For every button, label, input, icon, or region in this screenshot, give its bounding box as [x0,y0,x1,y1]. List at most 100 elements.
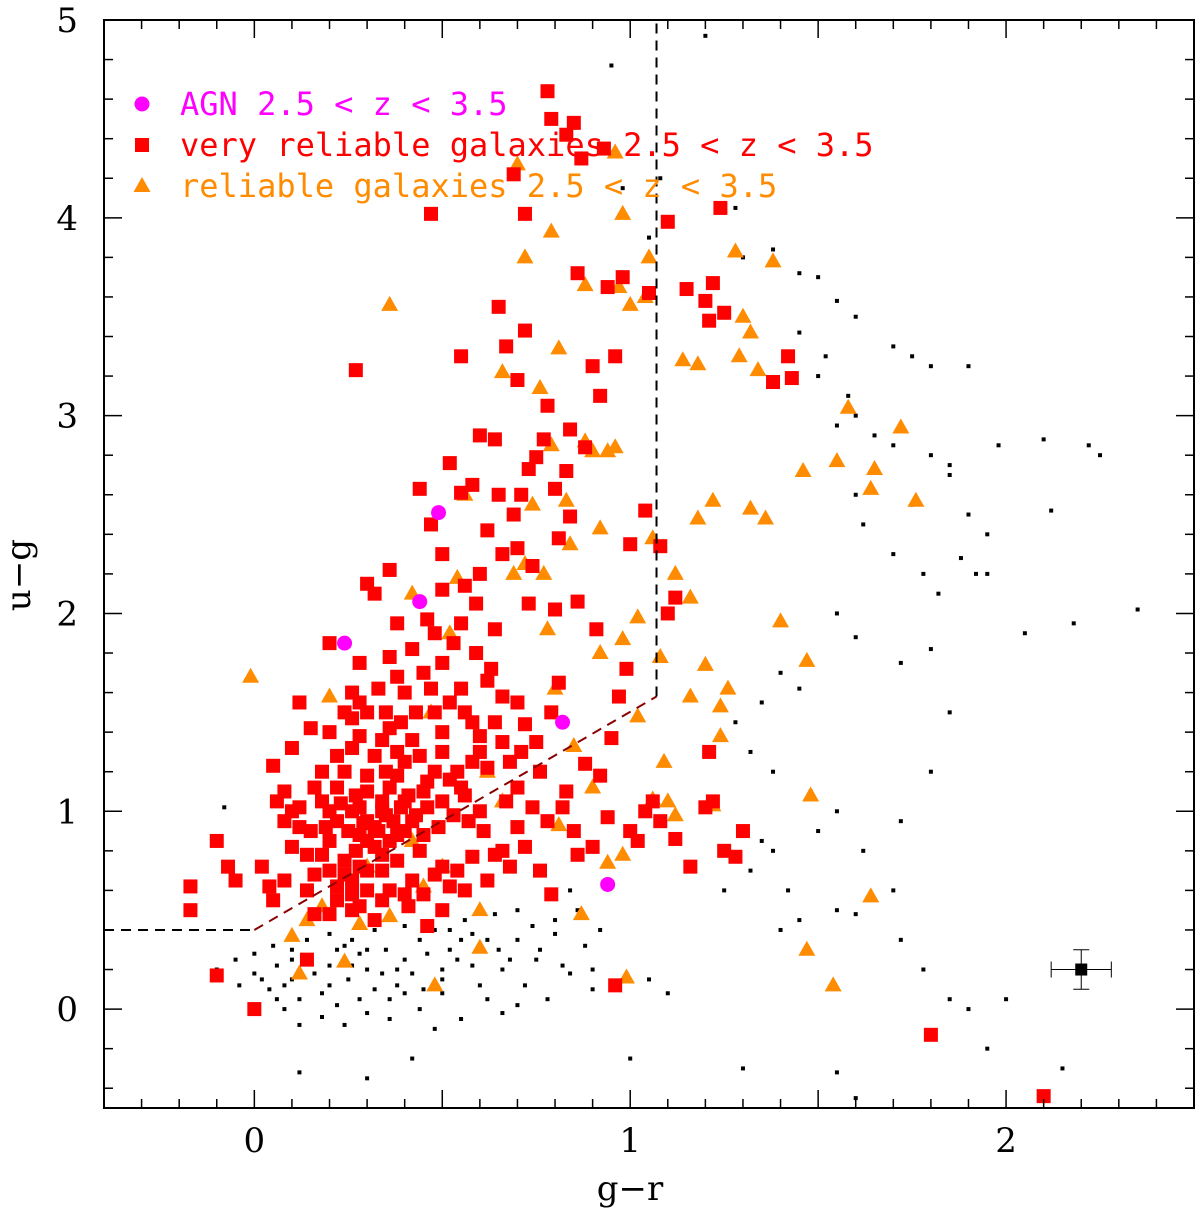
galaxy-point-very-reliable [416,887,431,902]
galaxy-point-reliable [535,564,553,580]
galaxy-point-very-reliable [135,138,149,152]
background-point [522,983,527,988]
background-point [350,937,355,942]
galaxy-point-very-reliable [315,847,329,862]
background-point [816,374,821,379]
galaxy-point-very-reliable [360,863,375,878]
galaxy-point-very-reliable [454,616,469,631]
galaxy-point-reliable [666,564,684,580]
background-point [365,1011,370,1016]
background-point [346,977,351,982]
background-point [797,686,802,691]
galaxy-point-very-reliable [416,828,431,843]
background-point [771,769,776,774]
background-point [297,1022,302,1027]
background-point [380,971,385,976]
background-point [447,927,452,932]
galaxy-point-reliable [539,620,557,636]
galaxy-point-very-reliable [322,833,337,848]
background-point [759,838,764,843]
background-point [609,63,614,68]
galaxy-point-very-reliable [337,764,352,779]
galaxy-point-very-reliable [495,735,510,750]
axis-tick-labels: 0 1 2 0 1 2 3 4 5 [56,1,1017,1161]
galaxy-point-very-reliable [427,705,442,720]
galaxy-point-reliable [655,752,673,768]
galaxy-point-very-reliable [378,764,393,779]
background-point [312,971,317,976]
background-point [647,235,651,240]
galaxy-point-very-reliable [593,768,608,783]
background-point [271,943,276,948]
galaxy-point-very-reliable [457,883,472,898]
background-point [492,912,497,917]
galaxy-point-very-reliable [540,398,555,413]
galaxy-point-very-reliable [375,863,390,878]
galaxy-point-reliable [133,177,151,192]
background-point [872,433,877,438]
galaxy-point-reliable [591,519,609,535]
galaxy-point-very-reliable [333,796,348,811]
galaxy-point-reliable [689,509,707,525]
galaxy-point-very-reliable [653,814,668,829]
galaxy-point-very-reliable [480,873,495,888]
galaxy-point-very-reliable [367,586,382,601]
galaxy-point-very-reliable [517,839,532,854]
background-point [853,1096,858,1101]
background-point [996,443,1001,448]
x-tick-label: 2 [995,1121,1017,1161]
galaxy-point-very-reliable [299,883,314,898]
galaxy-point-reliable [381,295,399,311]
galaxy-point-very-reliable [367,913,382,928]
background-point [797,330,802,335]
background-point [237,983,242,988]
legend-item: AGN 2.5 < z < 3.5 [134,85,508,123]
background-point [545,997,550,1002]
galaxy-point-very-reliable [322,863,337,878]
galaxy-point-very-reliable [442,772,457,787]
galaxy-point-reliable [561,535,579,551]
background-point [327,963,332,968]
galaxy-point-very-reliable [405,814,420,829]
galaxy-point-very-reliable [717,305,732,320]
galaxy-point-very-reliable [487,432,502,447]
background-point [568,971,573,976]
background-point [958,556,963,561]
background-point [985,1046,990,1051]
galaxy-point-very-reliable [435,903,450,918]
galaxy-point-very-reliable [660,214,675,229]
galaxy-point-very-reliable [424,517,438,532]
selection-line [253,695,658,931]
galaxy-point-very-reliable [480,523,495,538]
galaxy-point-very-reliable [299,847,314,862]
background-point [928,364,933,369]
galaxy-point-very-reliable [382,649,397,664]
galaxy-point-very-reliable [548,481,563,496]
background-point [289,947,294,952]
galaxy-point-very-reliable [585,359,600,374]
y-tick-label: 4 [56,199,78,239]
background-point [372,927,377,932]
galaxy-point-very-reliable [397,887,412,902]
galaxy-point-reliable [659,792,677,808]
galaxy-point-very-reliable [923,1027,938,1042]
galaxy-point-very-reliable [435,582,450,597]
galaxy-point-reliable [493,363,511,379]
background-point [534,957,539,962]
galaxy-point-reliable [734,307,752,323]
galaxy-point-very-reliable [559,464,574,479]
background-point [289,957,294,962]
background-point [538,947,542,952]
galaxy-point-reliable [572,905,590,921]
galaxy-point-reliable [907,491,925,507]
background-point [966,364,971,369]
galaxy-point-very-reliable [521,462,536,477]
background-point [853,635,858,640]
galaxy-point-very-reliable [529,735,544,750]
series-dot [214,33,1140,1101]
galaxy-point-very-reliable [408,705,423,720]
galaxy-point-very-reliable [600,810,615,825]
galaxy-point-very-reliable [611,689,626,704]
galaxy-point-very-reliable [705,276,720,291]
galaxy-point-very-reliable [307,780,322,795]
